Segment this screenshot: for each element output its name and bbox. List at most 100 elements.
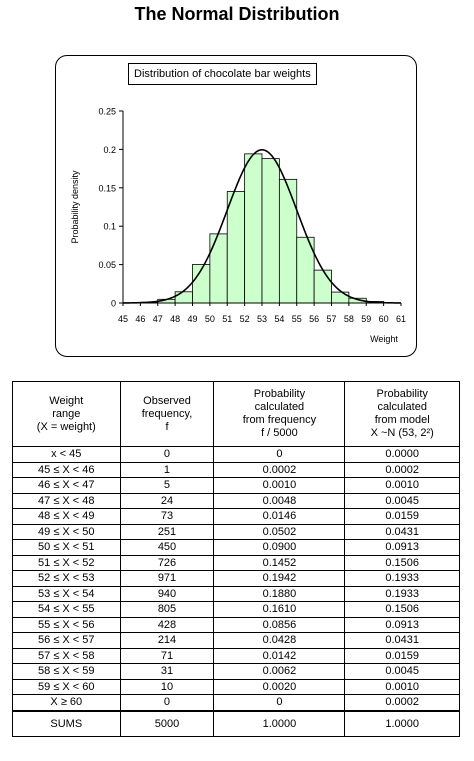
y-tick-label: 0.25 (98, 107, 116, 117)
table-cell: 0.1506 (344, 601, 460, 618)
table-row: 59 ≤ X < 60 10 0.0020 0.0010 (12, 678, 460, 695)
table-cell: 52 ≤ X < 53 (12, 570, 121, 587)
table-cell: 71 (119, 647, 215, 664)
chart-svg: 0 0.05 0.1 0.15 0.2 0.25 45 46 47 48 49 50 51 52 53 54 5… (70, 107, 406, 345)
table-cell: 0.0913 (344, 616, 460, 633)
table-row: x < 45 0 0 0.0000 (12, 446, 460, 463)
table-cell: 450 (119, 539, 215, 556)
table-cell: 0 (119, 446, 215, 463)
table-cell: 0 (213, 446, 346, 463)
table-cell: 53 ≤ X < 54 (12, 585, 121, 602)
table-cell: 0.0002 (344, 694, 460, 711)
table-cell: 1.0000 (213, 709, 346, 737)
column-header-line: from frequency (242, 414, 317, 426)
table-header-row: Weight range (X = weight) Observed frequency… (12, 381, 460, 447)
table-cell: 55 ≤ X < 56 (12, 616, 121, 633)
table-cell: 726 (119, 554, 215, 571)
column-header-line: frequency, (141, 407, 193, 420)
table-cell: 0.0002 (344, 461, 460, 478)
table-row: 49 ≤ X < 50 251 0.0502 0.0431 (12, 523, 460, 540)
column-header-line: X ~N (53, 2²) (370, 427, 434, 439)
table-cell: 51 ≤ X < 52 (12, 554, 121, 571)
table-cell: 0.1452 (213, 554, 346, 571)
table-cell: 0.0142 (213, 647, 346, 664)
table-cell: 5000 (119, 709, 215, 737)
histogram-bar (261, 158, 280, 304)
table-cell: 0.0062 (213, 663, 346, 680)
table-cell: X ≥ 60 (12, 694, 121, 711)
column-header: Weight range (X = weight) (12, 381, 121, 447)
table-cell: 50 ≤ X < 51 (12, 539, 121, 556)
y-tick-label: 0.2 (103, 145, 116, 155)
table-cell: 58 ≤ X < 59 (12, 663, 121, 680)
table-row: 50 ≤ X < 51 450 0.0900 0.0913 (12, 539, 460, 556)
table-cell: SUMS (12, 709, 121, 737)
x-tick-label: 51 (222, 314, 232, 324)
data-table: Weight range (X = weight) Observed frequency… (12, 381, 460, 737)
column-header-line: Weight (49, 394, 84, 407)
table-cell: 251 (119, 523, 215, 540)
table-cell: 0.0856 (213, 616, 346, 633)
table-body: x < 45 0 0 0.0000 45 ≤ X < 46 1 0.0002 0.0002 46… (12, 446, 460, 737)
table-cell: 46 ≤ X < 47 (12, 477, 121, 494)
table-cell: 0.0010 (344, 678, 460, 695)
y-tick-label: 0 (111, 299, 116, 309)
table-cell: 10 (119, 678, 215, 695)
x-tick-label: 55 (292, 314, 302, 324)
column-header-line: Probability (376, 388, 428, 400)
table-cell: 0.1933 (344, 570, 460, 587)
x-tick-label: 58 (344, 314, 354, 324)
table-cell: 24 (119, 492, 215, 509)
x-tick-label: 59 (361, 314, 371, 324)
x-tick-label: 45 (118, 314, 128, 324)
table-cell: 1 (119, 461, 215, 478)
histogram-bar (226, 191, 246, 304)
table-cell: 1.0000 (344, 709, 460, 737)
column-header-line: Probability (253, 388, 306, 400)
table-cell: 0.0020 (213, 678, 346, 695)
table-cell: 0.0900 (213, 539, 346, 556)
y-tick-label: 0.1 (103, 222, 116, 232)
table-cell: x < 45 (12, 446, 121, 463)
page-title: The Normal Distribution (134, 4, 340, 24)
table-row: 54 ≤ X < 55 805 0.1610 0.1506 (12, 601, 460, 618)
table-cell: 0.0010 (213, 477, 346, 494)
histogram-bar (244, 153, 263, 304)
table-cell: 0.0159 (344, 508, 460, 525)
table-cell: 805 (119, 601, 215, 618)
x-tick-label: 61 (396, 314, 406, 324)
table-row: 48 ≤ X < 49 73 0.0146 0.0159 (12, 508, 460, 525)
x-tick-label: 47 (153, 314, 163, 324)
x-tick-label: 56 (309, 314, 319, 324)
table-cell: 0.1933 (344, 585, 460, 602)
column-header-line: from model (374, 414, 430, 426)
table-row: 57 ≤ X < 58 71 0.0142 0.0159 (12, 647, 460, 664)
column-header-line: calculated (254, 401, 305, 413)
x-tick-label: 49 (187, 314, 197, 324)
column-header: Observed frequency, f (119, 381, 215, 447)
y-tick-label: 0.15 (98, 183, 116, 193)
table-cell: 0.0010 (344, 477, 460, 494)
table-cell: 49 ≤ X < 50 (12, 523, 121, 540)
column-header-line: (X = weight) (36, 420, 96, 433)
table-cell: 0.1942 (213, 570, 346, 587)
table-row: 46 ≤ X < 47 5 0.0010 0.0010 (12, 477, 460, 494)
x-tick-label: 54 (274, 314, 284, 324)
table-cell: 31 (119, 663, 215, 680)
table-cell: 0.0146 (213, 508, 346, 525)
y-tick-label: 0.05 (98, 260, 116, 270)
table-cell: 0.0002 (213, 461, 346, 478)
histogram-bar (313, 269, 332, 304)
column-header-line: Observed (143, 394, 191, 407)
table-cell: 214 (119, 632, 215, 649)
table-row: 52 ≤ X < 53 971 0.1942 0.1933 (12, 570, 460, 587)
table-cell: 0.1610 (213, 601, 346, 618)
x-tick-label: 48 (170, 314, 180, 324)
table-cell: 73 (119, 508, 215, 525)
x-tick-label: 46 (135, 314, 145, 324)
histogram-bar (174, 291, 193, 304)
histogram-bar (278, 178, 298, 304)
x-tick-label: 52 (240, 314, 250, 324)
table-cell: 59 ≤ X < 60 (12, 678, 121, 695)
table-row: 58 ≤ X < 59 31 0.0062 0.0045 (12, 663, 460, 680)
